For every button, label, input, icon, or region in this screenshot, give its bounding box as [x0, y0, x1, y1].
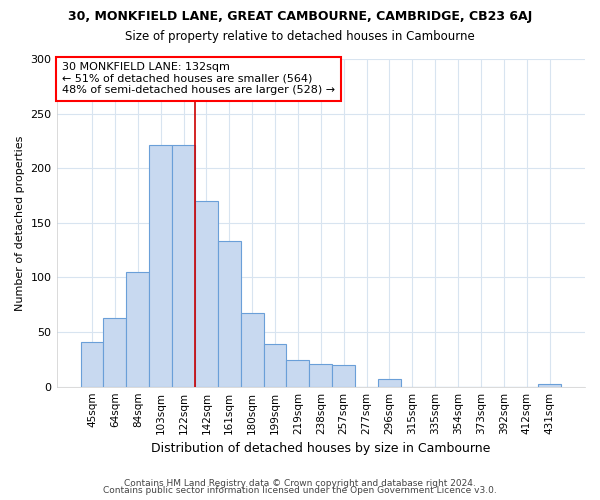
Bar: [195, 201, 218, 386]
Bar: [310, 364, 332, 386]
Text: Contains HM Land Registry data © Crown copyright and database right 2024.: Contains HM Land Registry data © Crown c…: [124, 478, 476, 488]
Bar: [286, 360, 310, 386]
Bar: [218, 242, 241, 386]
Bar: [263, 344, 286, 387]
Text: 30, MONKFIELD LANE, GREAT CAMBOURNE, CAMBRIDGE, CB23 6AJ: 30, MONKFIELD LANE, GREAT CAMBOURNE, CAM…: [68, 10, 532, 23]
Text: Contains public sector information licensed under the Open Government Licence v3: Contains public sector information licen…: [103, 486, 497, 495]
Bar: [127, 272, 149, 386]
Bar: [241, 314, 263, 386]
Bar: [80, 342, 103, 386]
Y-axis label: Number of detached properties: Number of detached properties: [15, 135, 25, 310]
Text: 30 MONKFIELD LANE: 132sqm
← 51% of detached houses are smaller (564)
48% of semi: 30 MONKFIELD LANE: 132sqm ← 51% of detac…: [62, 62, 335, 96]
Bar: [332, 365, 355, 386]
X-axis label: Distribution of detached houses by size in Cambourne: Distribution of detached houses by size …: [151, 442, 490, 455]
Text: Size of property relative to detached houses in Cambourne: Size of property relative to detached ho…: [125, 30, 475, 43]
Bar: [103, 318, 127, 386]
Bar: [378, 379, 401, 386]
Bar: [149, 146, 172, 386]
Bar: [538, 384, 561, 386]
Bar: [172, 146, 195, 386]
